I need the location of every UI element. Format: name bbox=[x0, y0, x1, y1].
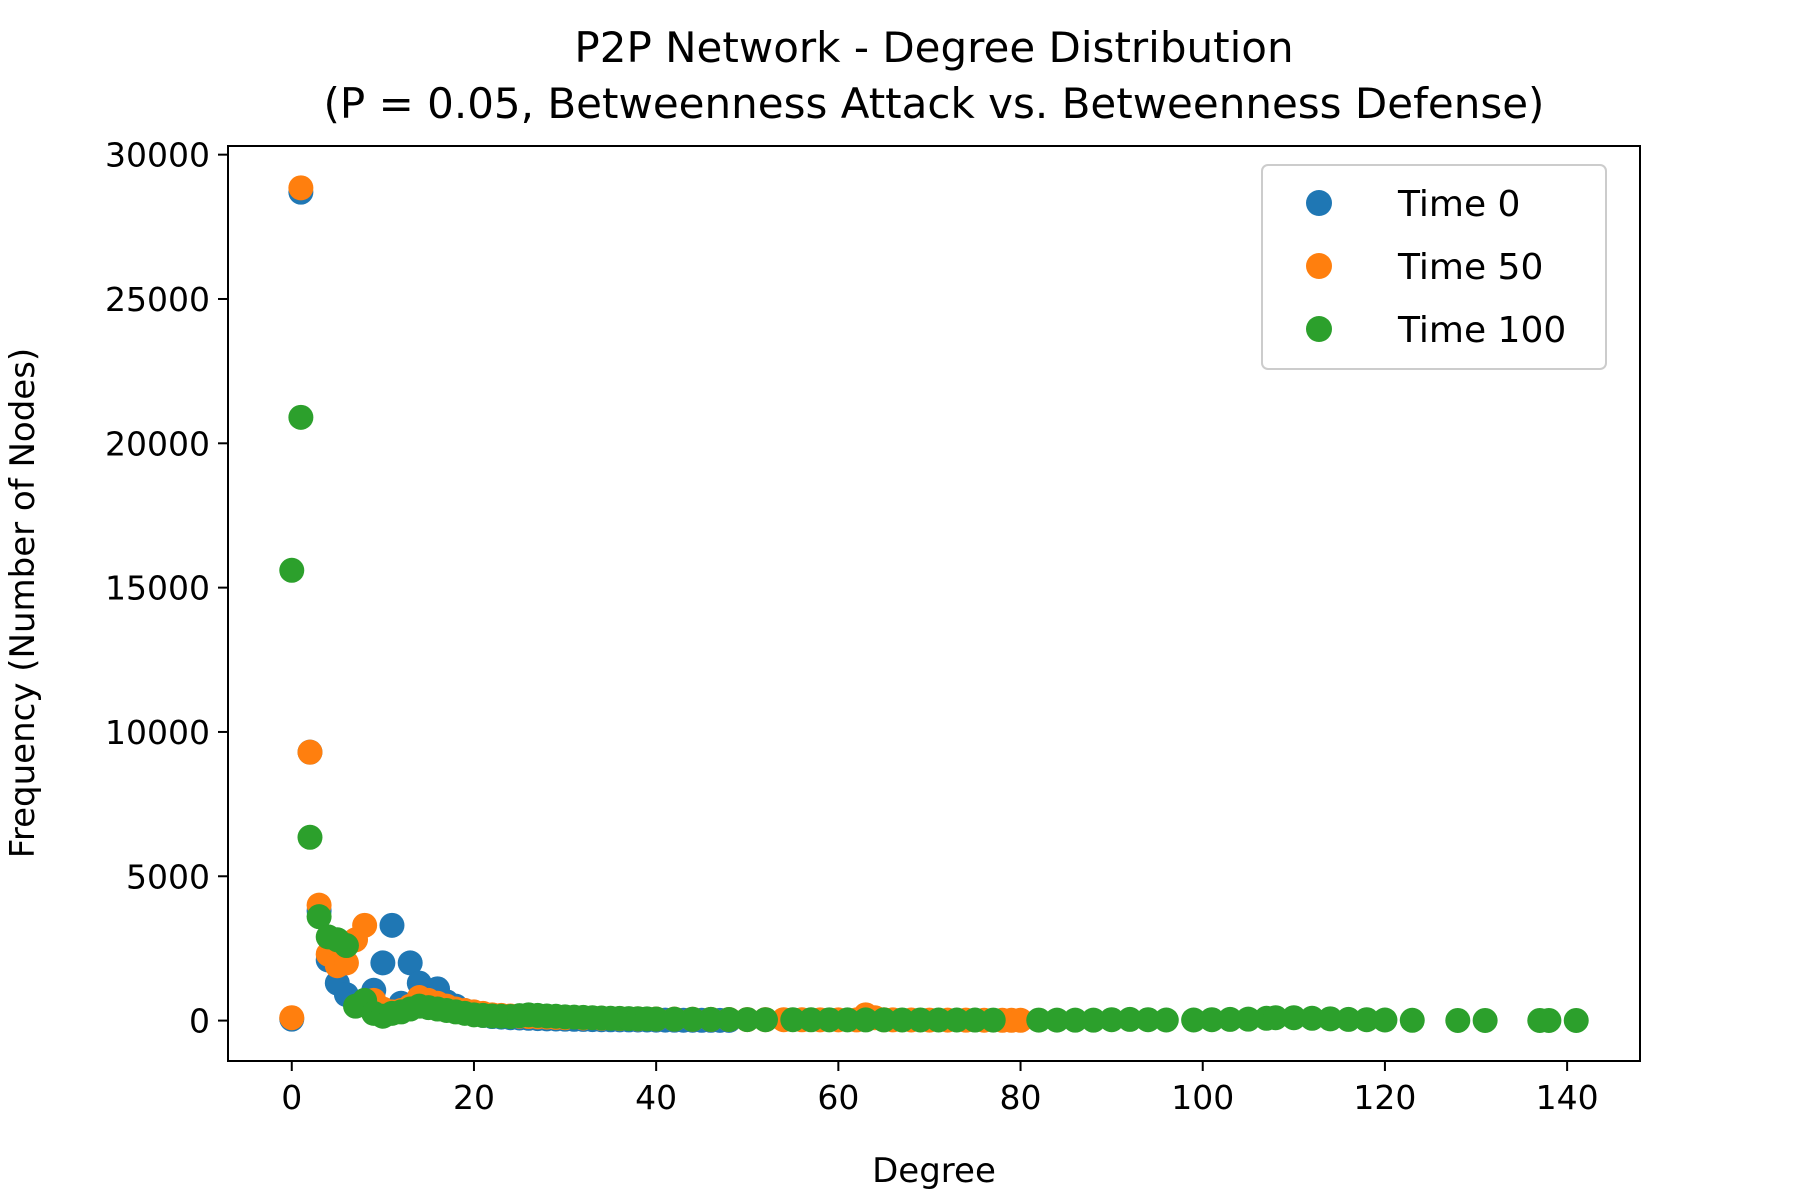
x-tick-label: 0 bbox=[281, 1078, 302, 1117]
data-point bbox=[944, 1007, 970, 1033]
data-point bbox=[1235, 1006, 1261, 1032]
y-tick-label: 5000 bbox=[126, 857, 210, 896]
data-point bbox=[1563, 1007, 1589, 1033]
data-point bbox=[279, 1005, 305, 1031]
data-point bbox=[962, 1007, 988, 1033]
y-tick-label: 0 bbox=[189, 1002, 210, 1041]
legend-frame bbox=[1261, 164, 1607, 370]
data-point bbox=[698, 1006, 724, 1032]
data-point bbox=[1354, 1007, 1380, 1033]
data-point bbox=[1117, 1006, 1143, 1032]
data-point bbox=[661, 1006, 687, 1032]
data-point bbox=[871, 1007, 897, 1033]
y-tick-label: 15000 bbox=[105, 569, 210, 608]
data-point bbox=[1299, 1005, 1325, 1031]
y-tick-label: 10000 bbox=[105, 713, 210, 752]
data-point bbox=[1281, 1005, 1307, 1031]
x-tick-label: 20 bbox=[453, 1078, 495, 1117]
x-axis-ticks: 0 20 40 60 80 100 120 140 bbox=[281, 1061, 1599, 1117]
data-point bbox=[379, 912, 405, 938]
data-point bbox=[288, 404, 314, 430]
x-tick-label: 120 bbox=[1353, 1078, 1416, 1117]
legend-label: Time 50 bbox=[1397, 247, 1543, 288]
data-point bbox=[1445, 1007, 1471, 1033]
x-axis-label: Degree bbox=[872, 1151, 996, 1191]
data-point bbox=[889, 1007, 915, 1033]
data-point bbox=[643, 1006, 669, 1032]
data-point bbox=[1536, 1007, 1562, 1033]
y-tick-label: 20000 bbox=[105, 424, 210, 463]
data-point bbox=[1008, 1007, 1034, 1033]
x-tick-label: 40 bbox=[635, 1078, 677, 1117]
data-point bbox=[297, 739, 323, 765]
legend: Time 0 Time 50 Time 100 bbox=[1261, 164, 1607, 370]
legend-marker bbox=[1306, 190, 1332, 216]
legend-marker bbox=[1306, 253, 1332, 279]
data-point bbox=[1153, 1007, 1179, 1033]
data-point bbox=[816, 1007, 842, 1033]
data-point bbox=[926, 1007, 952, 1033]
chart-title-line-1: P2P Network - Degree Distribution bbox=[574, 23, 1293, 72]
y-axis-label: Frequency (Number of Nodes) bbox=[3, 348, 43, 858]
data-point bbox=[333, 933, 359, 959]
data-point bbox=[352, 912, 378, 938]
data-point bbox=[853, 1007, 879, 1033]
data-point bbox=[297, 824, 323, 850]
y-tick-label: 30000 bbox=[105, 136, 210, 175]
data-point bbox=[370, 950, 396, 976]
data-point bbox=[834, 1007, 860, 1033]
data-point bbox=[780, 1007, 806, 1033]
data-point bbox=[288, 175, 314, 201]
data-point bbox=[1472, 1007, 1498, 1033]
data-point bbox=[734, 1007, 760, 1033]
data-point bbox=[1372, 1007, 1398, 1033]
legend-marker bbox=[1306, 316, 1332, 342]
data-point bbox=[1317, 1006, 1343, 1032]
data-point bbox=[680, 1006, 706, 1032]
data-point bbox=[1263, 1005, 1289, 1031]
chart-title-line-2: (P = 0.05, Betweenness Attack vs. Betwee… bbox=[324, 79, 1545, 128]
data-points bbox=[279, 175, 1589, 1033]
x-tick-label: 80 bbox=[1000, 1078, 1042, 1117]
data-point bbox=[716, 1006, 742, 1032]
y-tick-label: 25000 bbox=[105, 280, 210, 319]
data-point bbox=[1181, 1007, 1207, 1033]
data-point bbox=[1335, 1006, 1361, 1032]
data-point bbox=[333, 950, 359, 976]
legend-label: Time 0 bbox=[1397, 184, 1520, 225]
data-point bbox=[980, 1007, 1006, 1033]
data-point bbox=[1199, 1007, 1225, 1033]
x-tick-label: 60 bbox=[817, 1078, 859, 1117]
data-point bbox=[1135, 1007, 1161, 1033]
data-point bbox=[279, 557, 305, 583]
data-point bbox=[907, 1007, 933, 1033]
data-point bbox=[752, 1007, 778, 1033]
data-point bbox=[1080, 1007, 1106, 1033]
data-point bbox=[798, 1007, 824, 1033]
data-point bbox=[1062, 1007, 1088, 1033]
data-point bbox=[397, 950, 423, 976]
legend-label: Time 100 bbox=[1397, 310, 1566, 351]
data-point bbox=[1217, 1006, 1243, 1032]
series-3-points bbox=[279, 404, 1589, 1033]
data-point bbox=[1044, 1007, 1070, 1033]
data-point bbox=[1099, 1007, 1125, 1033]
plot-frame bbox=[227, 145, 1641, 1062]
x-tick-label: 100 bbox=[1171, 1078, 1234, 1117]
data-point bbox=[1399, 1007, 1425, 1033]
data-point bbox=[1026, 1007, 1052, 1033]
data-point bbox=[306, 904, 332, 930]
y-axis-ticks: 0 5000 10000 15000 20000 25000 30000 bbox=[105, 136, 228, 1041]
x-tick-label: 140 bbox=[1536, 1078, 1599, 1117]
